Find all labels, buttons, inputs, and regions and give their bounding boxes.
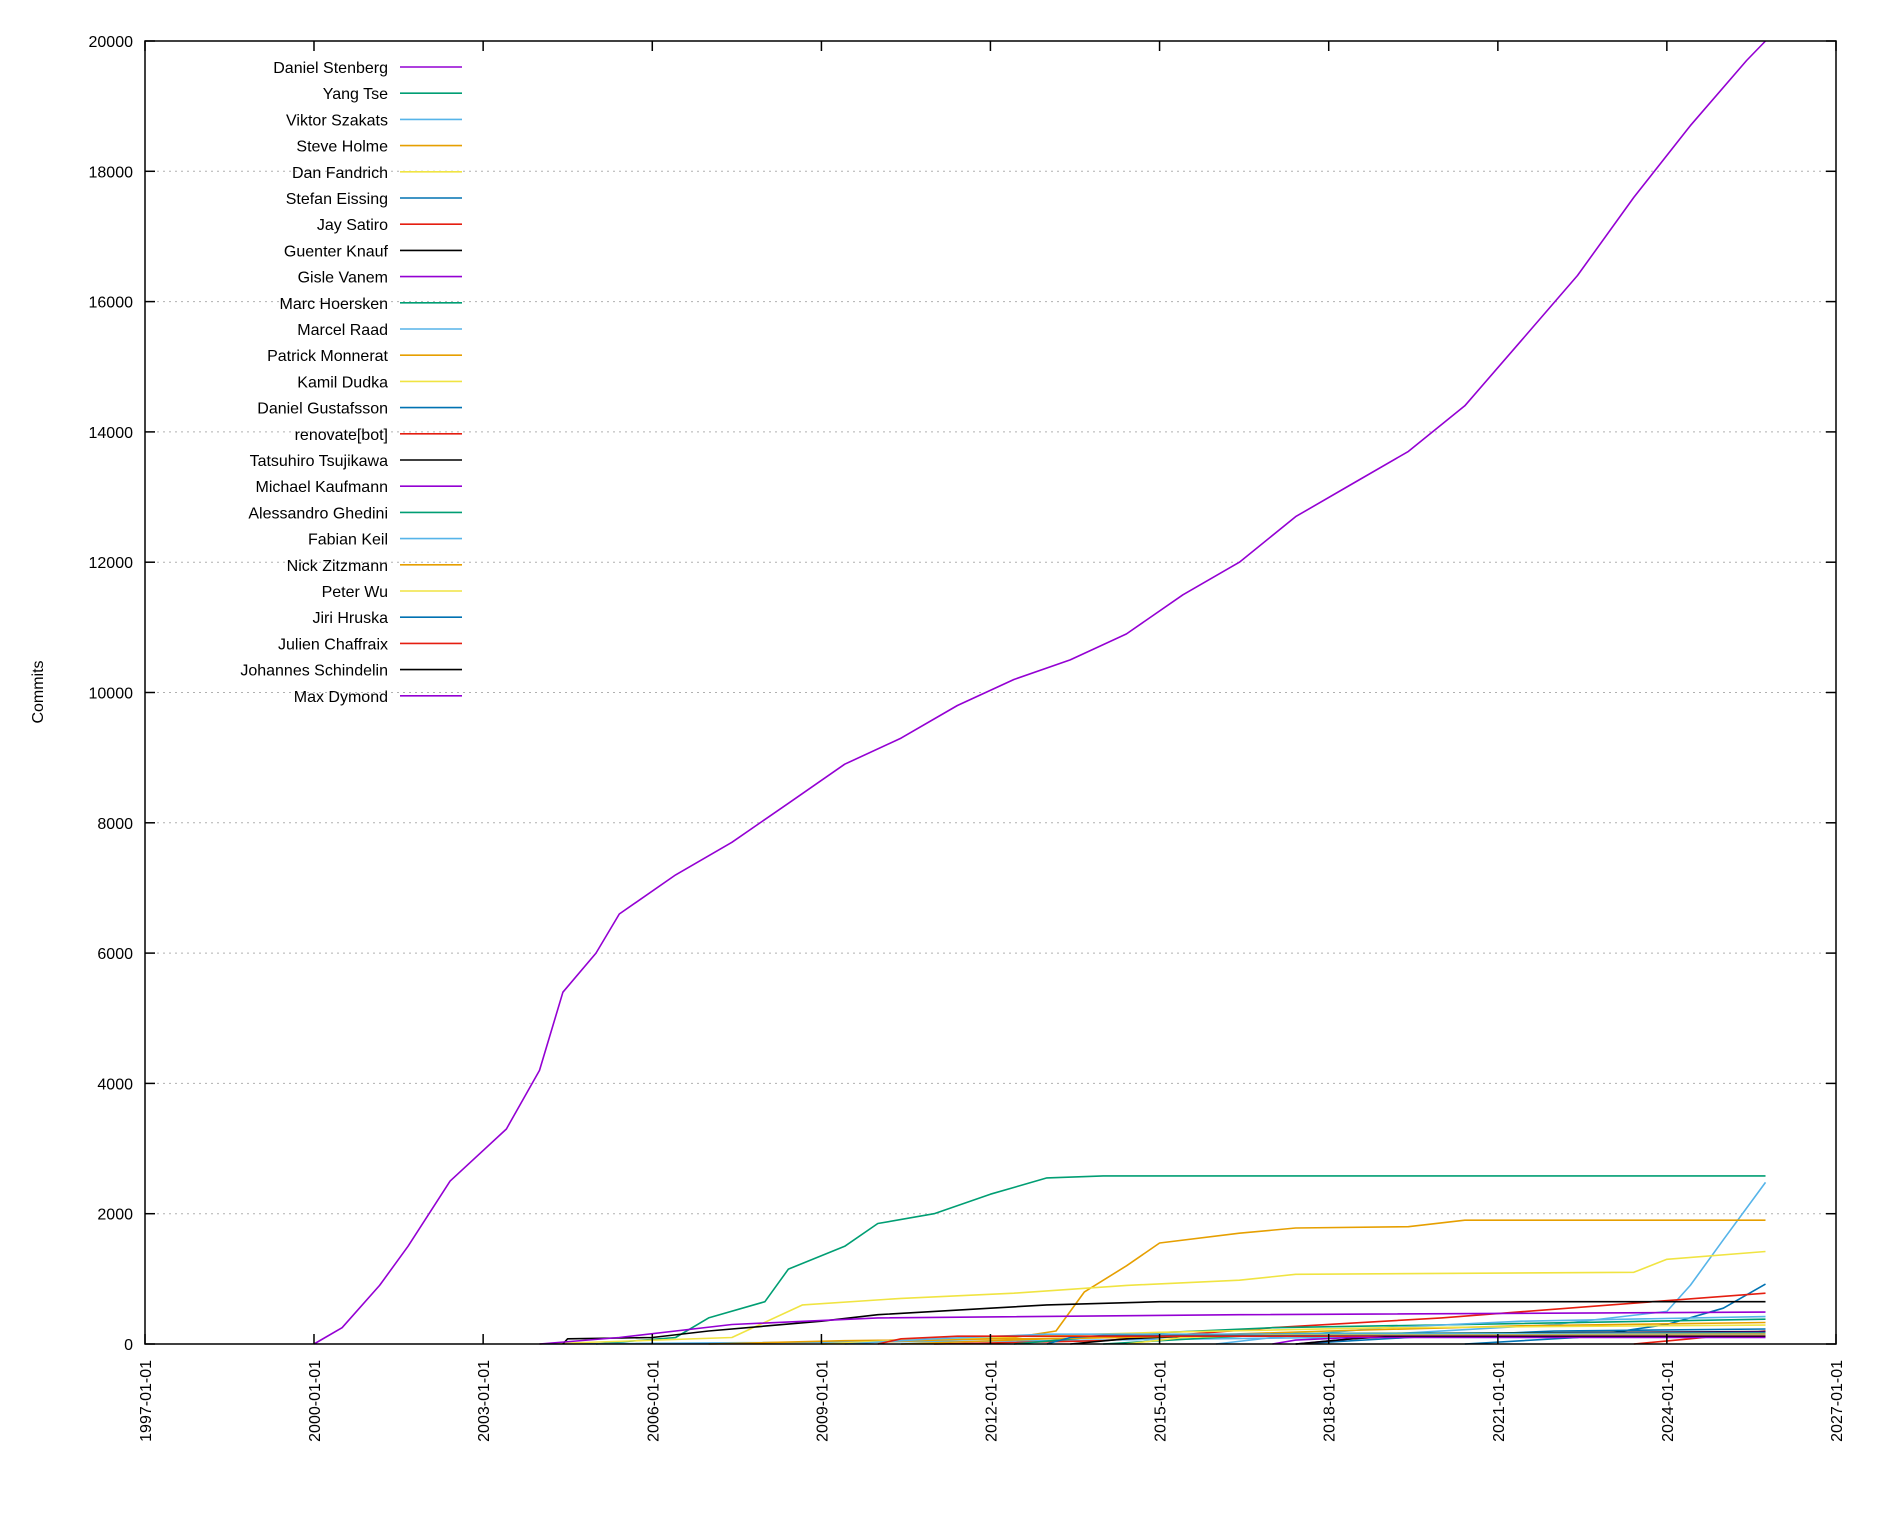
legend-label: Viktor Szakats xyxy=(286,112,388,129)
legend-label: Stefan Eissing xyxy=(286,191,388,208)
x-tick-label: 2018-01-01 xyxy=(1322,1360,1339,1442)
legend-label: renovate[bot] xyxy=(295,427,388,444)
y-tick-label: 18000 xyxy=(89,164,134,181)
series-line-1 xyxy=(313,40,1767,1345)
legend-label: Kamil Dudka xyxy=(297,374,388,391)
y-axis-label: Commits xyxy=(30,660,47,723)
legend-label: Jay Satiro xyxy=(317,217,388,234)
legend-label: Tatsuhiro Tsujikawa xyxy=(250,453,389,470)
legend-label: Nick Zitzmann xyxy=(287,558,388,575)
legend-label: Michael Kaufmann xyxy=(255,479,388,496)
legend-label: Fabian Keil xyxy=(308,532,388,549)
y-tick-label: 10000 xyxy=(89,686,134,703)
x-tick-label: 2003-01-01 xyxy=(476,1360,493,1442)
series-line-4 xyxy=(821,1219,1766,1345)
y-tick-label: 8000 xyxy=(97,816,133,833)
y-tick-label: 0 xyxy=(124,1337,133,1354)
y-tick-label: 14000 xyxy=(89,425,134,442)
x-tick-label: 2012-01-01 xyxy=(983,1360,1000,1442)
y-tick-label: 16000 xyxy=(89,295,134,312)
x-tick-label: 2009-01-01 xyxy=(814,1360,831,1442)
y-tick-label: 2000 xyxy=(97,1207,133,1224)
x-tick-label: 2000-01-01 xyxy=(307,1360,324,1442)
legend-label: Steve Holme xyxy=(296,139,388,156)
legend-label: Yang Tse xyxy=(323,86,388,103)
y-tick-label: 12000 xyxy=(89,555,134,572)
y-tick-label: 4000 xyxy=(97,1076,133,1093)
x-tick-label: 2021-01-01 xyxy=(1491,1360,1508,1442)
series-line-5 xyxy=(539,1250,1766,1345)
x-tick-label: 2024-01-01 xyxy=(1660,1360,1677,1442)
x-tick-label: 2015-01-01 xyxy=(1153,1360,1170,1442)
legend-label: Max Dymond xyxy=(294,689,388,706)
legend-label: Peter Wu xyxy=(322,584,388,601)
x-tick-label: 2027-01-01 xyxy=(1829,1360,1846,1442)
legend-label: Guenter Knauf xyxy=(284,243,389,260)
legend-label: Jiri Hruska xyxy=(312,610,388,627)
legend-label: Julien Chaffraix xyxy=(278,636,388,653)
series-line-23 xyxy=(877,1335,1766,1345)
series-line-7 xyxy=(934,1292,1766,1345)
x-tick-label: 2006-01-01 xyxy=(645,1360,662,1442)
series-line-9 xyxy=(539,1311,1766,1345)
legend-label: Gisle Vanem xyxy=(298,270,388,287)
legend-label: Johannes Schindelin xyxy=(240,663,388,680)
legend-label: Patrick Monnerat xyxy=(267,348,388,365)
series-line-25 xyxy=(1272,1336,1766,1345)
legend-label: Dan Fandrich xyxy=(292,165,388,182)
y-tick-label: 6000 xyxy=(97,946,133,963)
legend: Daniel Stenberg Yang Tse Viktor Szakats Ste… xyxy=(240,60,462,706)
y-tick-label: 20000 xyxy=(89,34,134,51)
legend-label: Alessandro Ghedini xyxy=(248,505,388,522)
legend-label: Marc Hoersken xyxy=(280,296,388,313)
legend-label: Marcel Raad xyxy=(297,322,388,339)
legend-label: Daniel Gustafsson xyxy=(257,401,388,418)
legend-label: Daniel Stenberg xyxy=(273,60,388,77)
x-tick-label: 1997-01-01 xyxy=(138,1360,155,1442)
series-line-2 xyxy=(595,1175,1766,1345)
axis-ticks: 0 2000 4000 6000 8000 10000 12000 14000 16000 180… xyxy=(89,34,1847,1442)
